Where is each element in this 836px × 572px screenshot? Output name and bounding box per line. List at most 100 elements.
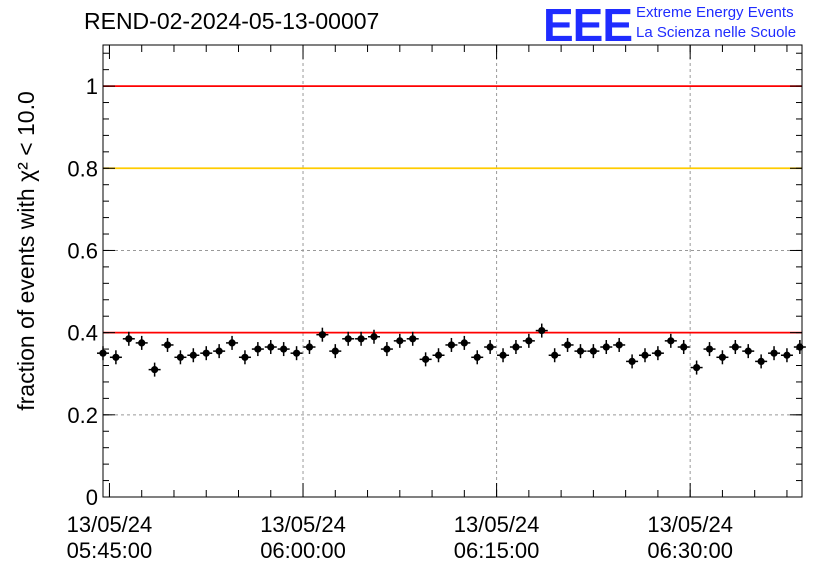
x-tick-date: 13/05/24 <box>260 512 346 537</box>
data-point <box>342 331 355 346</box>
data-point <box>664 333 677 348</box>
data-point <box>587 344 600 359</box>
y-tick-label: 0.4 <box>67 321 98 346</box>
data-point <box>651 346 664 361</box>
x-tick-time: 06:15:00 <box>454 538 540 563</box>
point-marker <box>602 343 610 351</box>
point-marker <box>254 345 262 353</box>
y-tick-label: 0.6 <box>67 238 98 263</box>
x-tick-date: 13/05/24 <box>647 512 733 537</box>
point-marker <box>641 351 649 359</box>
data-point <box>677 340 690 355</box>
point-marker <box>538 326 546 335</box>
point-marker <box>292 349 301 357</box>
point-marker <box>499 351 507 359</box>
point-marker <box>112 353 120 361</box>
data-points <box>97 323 806 377</box>
data-point <box>535 323 548 338</box>
data-point <box>187 348 200 363</box>
eee-logo-mark: EEE <box>543 0 633 51</box>
data-point <box>148 362 161 377</box>
point-marker <box>525 337 533 345</box>
data-point <box>329 344 342 359</box>
data-point <box>316 327 329 342</box>
data-point <box>432 348 445 363</box>
point-marker <box>783 351 791 359</box>
data-point <box>393 333 406 348</box>
data-point <box>716 350 729 365</box>
y-tick-label: 0 <box>86 485 98 510</box>
point-marker <box>125 335 133 343</box>
data-point <box>484 340 497 355</box>
x-tick-date: 13/05/24 <box>67 512 153 537</box>
point-marker <box>357 335 365 343</box>
data-point <box>277 342 290 357</box>
data-point <box>755 354 768 369</box>
chart-title: REND-02-2024-05-13-00007 <box>84 8 380 34</box>
point-marker <box>628 357 636 365</box>
point-marker <box>383 345 391 353</box>
point-marker <box>344 335 352 343</box>
data-point <box>742 344 755 359</box>
data-point <box>161 337 174 352</box>
data-point <box>548 348 561 363</box>
point-marker <box>718 353 727 361</box>
point-marker <box>757 357 765 365</box>
point-marker <box>267 343 275 351</box>
data-point <box>213 344 226 359</box>
data-point <box>290 346 303 361</box>
data-point <box>367 329 380 344</box>
point-marker <box>563 341 572 349</box>
data-point <box>522 333 535 348</box>
point-marker <box>460 339 468 347</box>
point-marker <box>693 363 701 372</box>
data-point <box>122 331 135 346</box>
data-point <box>238 350 251 365</box>
data-point <box>135 335 148 350</box>
y-tick-label: 1 <box>86 74 98 99</box>
data-point <box>638 348 651 363</box>
point-marker <box>680 343 688 351</box>
data-point <box>574 344 587 359</box>
data-point <box>458 335 471 350</box>
data-point <box>251 342 264 357</box>
point-marker <box>409 335 417 343</box>
point-marker <box>434 351 443 359</box>
data-point <box>226 335 239 350</box>
point-marker <box>331 347 339 355</box>
point-marker <box>589 347 597 355</box>
point-marker <box>318 331 326 339</box>
data-point <box>200 346 213 361</box>
point-marker <box>151 366 159 374</box>
x-tick-time: 05:45:00 <box>67 538 153 563</box>
data-point <box>780 348 793 363</box>
point-marker <box>202 349 210 357</box>
point-marker <box>770 349 778 357</box>
data-point <box>109 350 122 365</box>
data-point <box>264 340 277 355</box>
data-point <box>729 340 742 355</box>
data-point <box>768 346 781 361</box>
data-point <box>793 340 806 355</box>
point-marker <box>422 355 430 363</box>
data-point <box>509 340 522 355</box>
data-point <box>303 340 316 355</box>
y-tick-label: 0.8 <box>67 156 98 181</box>
data-point <box>380 342 393 357</box>
data-point <box>445 337 458 352</box>
data-point <box>703 342 716 357</box>
data-point <box>600 340 613 355</box>
data-point <box>471 350 484 365</box>
point-marker <box>215 347 223 355</box>
point-marker <box>447 341 456 349</box>
y-tick-label: 0.2 <box>67 403 98 428</box>
point-marker <box>615 341 623 349</box>
point-marker <box>473 353 481 361</box>
point-marker <box>744 347 752 355</box>
data-point <box>355 331 368 346</box>
point-marker <box>731 343 739 351</box>
reference-lines <box>103 85 802 334</box>
data-point <box>626 354 639 369</box>
point-marker <box>280 345 288 353</box>
